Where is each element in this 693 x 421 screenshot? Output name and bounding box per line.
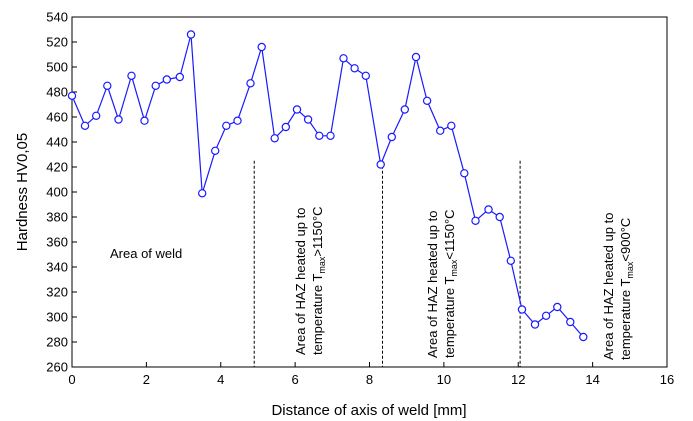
data-point: [186, 30, 196, 39]
data-point: [127, 71, 136, 81]
y-tick-label: 520: [46, 35, 68, 50]
y-tick-label: 260: [46, 360, 68, 375]
data-point: [292, 105, 302, 114]
data-point: [553, 302, 562, 312]
data-point: [281, 122, 290, 132]
data-point: [361, 71, 370, 81]
data-point: [197, 189, 207, 198]
y-tick-label: 380: [46, 210, 68, 225]
data-point: [471, 216, 480, 225]
y-axis-title: Hardness HV0,05: [14, 133, 31, 251]
data-point: [140, 116, 149, 125]
x-tick-label: 14: [585, 372, 599, 387]
svg-text:Area of HAZ heated up to: Area of HAZ heated up to: [425, 211, 440, 358]
data-point: [114, 115, 123, 124]
x-tick-label: 0: [68, 372, 75, 387]
annotation-haz-below-1150: Area of HAZ heated up to temperature Tma…: [425, 209, 459, 358]
data-point: [447, 121, 456, 131]
data-point: [460, 169, 469, 178]
annotation-haz-above-1150: Area of HAZ heated up to temperature Tma…: [293, 206, 327, 355]
data-point: [566, 317, 575, 327]
y-tick-label: 300: [46, 310, 68, 325]
x-tick-label: 4: [217, 372, 224, 387]
data-point: [530, 320, 540, 329]
x-tick-label: 2: [143, 372, 150, 387]
y-tick-label: 340: [46, 260, 68, 275]
data-point: [350, 64, 359, 73]
data-point: [151, 81, 160, 91]
data-point: [222, 121, 231, 131]
svg-text:temperature Tmax<1150°C: temperature Tmax<1150°C: [442, 209, 459, 358]
data-point: [80, 121, 90, 131]
data-point: [233, 116, 242, 125]
data-point: [422, 96, 432, 106]
svg-text:temperature Tmax>1150°C: temperature Tmax>1150°C: [310, 206, 327, 355]
y-tick-label: 420: [46, 160, 68, 175]
x-tick-label: 10: [437, 372, 451, 387]
x-axis-title: Distance of axis of weld [mm]: [271, 402, 466, 419]
x-tick-label: 12: [511, 372, 525, 387]
y-tick-label: 440: [46, 135, 68, 150]
y-tick-label: 460: [46, 110, 68, 125]
data-point: [246, 79, 255, 88]
data-point: [210, 146, 220, 155]
data-point: [579, 332, 588, 342]
data-point: [411, 52, 421, 62]
data-point: [315, 131, 324, 140]
y-tick-label: 320: [46, 285, 68, 300]
data-point: [400, 105, 409, 114]
data-point: [103, 81, 112, 91]
data-point: [175, 72, 184, 82]
data-point: [376, 160, 385, 169]
data-point: [91, 111, 101, 121]
region-dividers: [253, 160, 521, 367]
x-axis-ticks: 0 2 4 6 8 10 12 14 16: [68, 362, 674, 387]
x-tick-label: 16: [660, 372, 674, 387]
data-point: [162, 75, 171, 84]
y-tick-label: 480: [46, 85, 68, 100]
hardness-series-markers: [67, 30, 588, 342]
y-tick-label: 400: [46, 185, 68, 200]
annotation-haz-below-900: Area of HAZ heated up to temperature Tma…: [601, 213, 635, 360]
data-point: [517, 305, 527, 314]
x-tick-label: 6: [292, 372, 299, 387]
svg-text:temperature Tmax<900°C: temperature Tmax<900°C: [618, 218, 635, 360]
data-point: [270, 134, 279, 143]
data-point: [436, 126, 445, 135]
data-point: [387, 132, 396, 142]
data-point: [257, 42, 266, 52]
data-point: [67, 91, 77, 101]
data-point: [303, 115, 313, 124]
y-axis-ticks: 260 280 300 320 340 360 380 400 420 440 460 480 500 5…: [46, 10, 77, 375]
plot-frame: [71, 16, 668, 368]
y-tick-label: 500: [46, 60, 68, 75]
data-point: [506, 256, 515, 265]
data-point: [495, 212, 504, 222]
svg-text:Area of HAZ heated up to: Area of HAZ heated up to: [601, 213, 616, 360]
y-tick-label: 280: [46, 335, 68, 350]
data-point: [484, 205, 493, 214]
y-tick-label: 360: [46, 235, 68, 250]
hardness-series-line: [71, 34, 584, 338]
data-point: [326, 131, 335, 140]
svg-text:Area of HAZ heated up to: Area of HAZ heated up to: [293, 208, 308, 355]
x-tick-label: 8: [366, 372, 373, 387]
data-point: [339, 54, 348, 63]
data-point: [541, 311, 551, 320]
y-tick-label: 540: [46, 10, 68, 25]
annotation-weld: Area of weld: [110, 246, 182, 261]
